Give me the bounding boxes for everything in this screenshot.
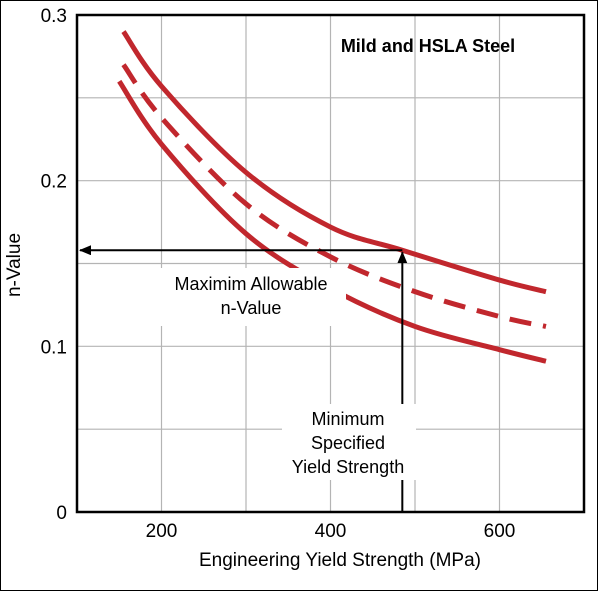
min-ys-label-line2: Specified (311, 433, 385, 453)
max-n-label-line1: Maximim Allowable (174, 274, 327, 294)
x-tick-label: 200 (146, 521, 178, 542)
y-tick-labels: 0 0.1 0.2 0.3 (41, 6, 67, 524)
y-tick-label: 0.3 (41, 6, 67, 27)
x-tick-labels: 200 400 600 (146, 521, 516, 542)
y-axis-label: n-Value (4, 233, 25, 297)
min-ys-label-bg (282, 404, 416, 480)
x-tick-label: 400 (315, 521, 347, 542)
max-n-label-line2: n-Value (221, 298, 282, 318)
series-line-1 (121, 30, 547, 295)
chart-title: Mild and HSLA Steel (341, 36, 515, 56)
series-line-2 (121, 63, 547, 329)
y-tick-label: 0.2 (41, 172, 67, 193)
plot-area-border (75, 13, 586, 514)
x-axis-label: Engineering Yield Strength (MPa) (199, 550, 481, 571)
min-ys-label-line3: Yield Strength (292, 457, 404, 477)
min-ys-label-line1: Minimum (311, 409, 384, 429)
y-tick-label: 0 (56, 503, 67, 524)
y-tick-label: 0.1 (41, 337, 67, 358)
x-tick-label: 600 (484, 521, 516, 542)
max-n-label-bg (158, 268, 346, 326)
